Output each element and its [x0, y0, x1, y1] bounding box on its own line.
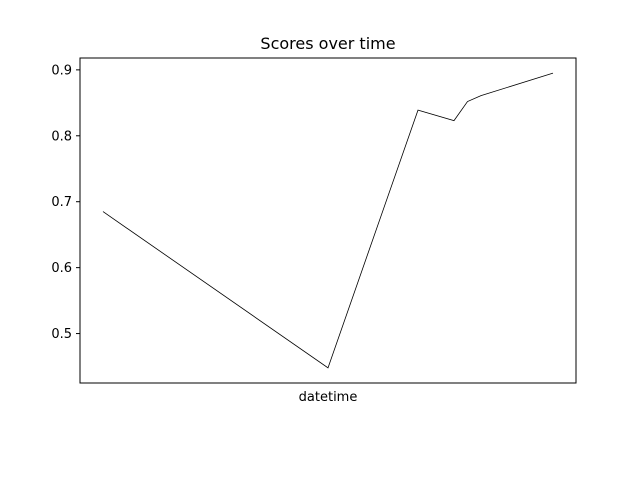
plot-area-frame	[79, 57, 577, 384]
y-axis: 0.5 0.6 0.7 0.8 0.9	[51, 63, 80, 342]
y-tick-label: 0.7	[51, 195, 72, 210]
y-tick-label: 0.6	[51, 261, 72, 276]
y-tick-label: 0.5	[51, 327, 72, 342]
y-tick-label: 0.8	[51, 129, 72, 144]
y-tick-label: 0.9	[51, 63, 72, 78]
series-line	[102, 72, 554, 369]
series-layer	[102, 72, 554, 369]
x-axis-label: datetime	[299, 390, 358, 405]
chart-title: Scores over time	[260, 34, 395, 53]
